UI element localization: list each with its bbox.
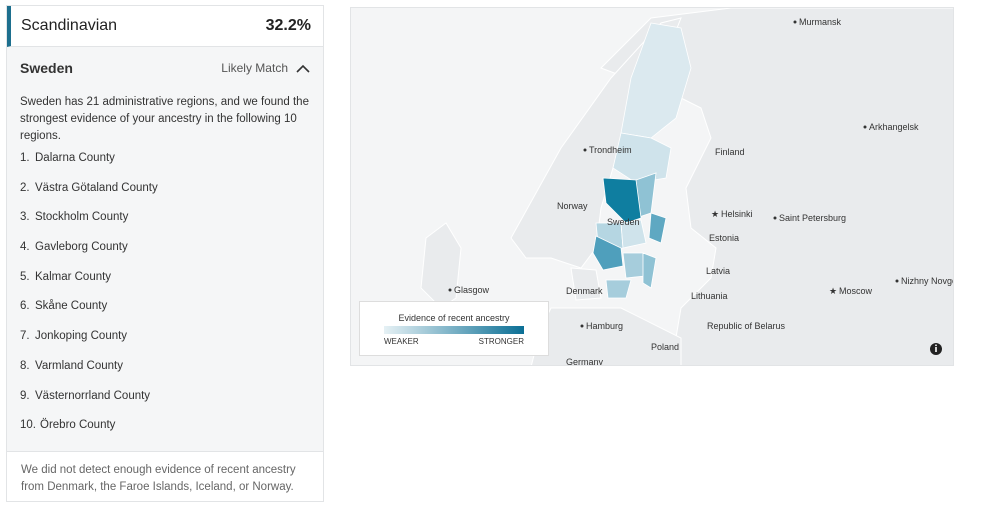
capital-star: ★	[829, 286, 837, 296]
region-item: 1. Dalarna County	[20, 148, 310, 178]
chevron-up[interactable]	[296, 64, 310, 73]
region-name: Örebro County	[40, 419, 116, 432]
vastra-gotaland	[592, 235, 624, 271]
map-labels: Murmansk Arkhangelsk Trondheim Finland Norwa…	[448, 17, 954, 366]
region-name: Jonkoping County	[35, 330, 128, 343]
region-item: 4. Gavleborg County	[20, 237, 310, 267]
stockholm	[648, 212, 667, 244]
note: We did not detect enough evidence of rec…	[21, 464, 296, 493]
region-rank: 3.	[20, 211, 30, 224]
map-label: Hamburg	[586, 321, 623, 331]
city-dot	[583, 148, 587, 152]
legend-title: Evidence of recent ancestry	[398, 313, 510, 323]
orebro	[620, 219, 647, 249]
dalarna	[602, 177, 642, 224]
map: Murmansk Arkhangelsk Trondheim Finland Norwa…	[350, 7, 954, 366]
region-name: Skåne County	[35, 300, 108, 313]
region-rank: 1.	[20, 152, 30, 164]
population-header[interactable]: Scandinavian 32.2%	[7, 6, 323, 47]
region-rank: 9.	[20, 389, 30, 402]
region-name: Dalarna County	[35, 152, 115, 164]
country-row[interactable]: Sweden Likely Match	[20, 47, 310, 89]
map-label: Lithuania	[691, 291, 728, 301]
map-label: Latvia	[706, 266, 730, 276]
population-percent: 32.2%	[265, 17, 311, 34]
map-label: Trondheim	[589, 145, 632, 155]
region-item: 10. Örebro County	[20, 415, 310, 445]
map-label: Glasgow	[454, 285, 490, 295]
region-rank: 7.	[20, 330, 30, 343]
region-name: Västra Götaland County	[35, 181, 158, 194]
map-label: Poland	[651, 342, 679, 352]
region-name: Varmland County	[35, 359, 123, 372]
map-label: Nizhny Novgorod	[901, 276, 954, 286]
map-label: Estonia	[709, 233, 739, 243]
region-name: Stockholm County	[35, 211, 129, 224]
region-name: Västernorrland County	[35, 389, 151, 402]
legend-stronger: STRONGER	[478, 337, 524, 346]
region-rank: 8.	[20, 359, 30, 372]
city-dot	[863, 125, 867, 129]
kalmar	[642, 252, 657, 289]
map-label: Murmansk	[799, 17, 842, 27]
region-rank: 10.	[20, 419, 36, 432]
russia-finland	[600, 8, 953, 365]
uk	[420, 222, 462, 309]
legend-ends: WEAKER STRONGER	[384, 337, 524, 346]
country-name: Sweden	[20, 60, 73, 76]
sweden	[592, 22, 692, 299]
region-name: Kalmar County	[35, 270, 112, 283]
city-dot	[580, 324, 584, 328]
region-name: Gavleborg County	[35, 241, 128, 254]
country-section: Sweden Likely Match Sweden has 21 admini…	[7, 47, 323, 452]
population-name: Scandinavian	[21, 17, 118, 34]
map-label: Arkhangelsk	[869, 122, 919, 132]
city-dot	[773, 216, 777, 220]
match-label: Likely Match	[221, 61, 310, 75]
legend-gradient	[384, 326, 524, 334]
region-rank: 5.	[20, 270, 30, 283]
region-item: 7. Jonkoping County	[20, 326, 310, 356]
map-label: Finland	[715, 147, 745, 157]
region-rank: 6.	[20, 300, 30, 313]
region-rank: 2.	[20, 181, 30, 194]
region-list: 1. Dalarna County 2. Västra Götaland County…	[20, 148, 310, 445]
map-label: Republic of Belarus	[707, 321, 786, 331]
central-europe	[530, 307, 682, 365]
ancestry-panel: Scandinavian 32.2% Sweden Likely Match S…	[6, 5, 324, 502]
region-item: 5. Kalmar County	[20, 267, 310, 297]
region-item: 3. Stockholm County	[20, 207, 310, 237]
city-dot	[793, 20, 797, 24]
denmark	[570, 267, 602, 301]
map-label: Sweden	[607, 217, 640, 227]
legend-weaker: WEAKER	[384, 337, 419, 346]
skane	[605, 279, 632, 299]
region-rank: 4.	[20, 241, 30, 254]
map-canvas: Murmansk Arkhangelsk Trondheim Finland Norwa…	[420, 8, 954, 366]
region-item: 9. Västernorrland County	[20, 386, 310, 416]
match-text: Likely Match	[221, 61, 288, 75]
map-label: Moscow	[839, 286, 873, 296]
jonkoping	[622, 252, 646, 279]
region-item: 2. Västra Götaland County	[20, 178, 310, 208]
description: Sweden has 21 administrative regions, an…	[20, 96, 309, 142]
vasternorrland	[612, 132, 672, 184]
map-label: Helsinki	[721, 209, 753, 219]
city-dot	[895, 279, 899, 283]
capital-star: ★	[711, 209, 719, 219]
map-label: Germany	[566, 357, 604, 366]
map-label: Saint Petersburg	[779, 213, 846, 223]
info-icon[interactable]	[930, 343, 942, 355]
legend: Evidence of recent ancestry WEAKER STRON…	[359, 301, 549, 356]
map-label: Norway	[557, 201, 588, 211]
city-dot	[448, 288, 452, 292]
region-item: 6. Skåne County	[20, 296, 310, 326]
region-item: 8. Varmland County	[20, 356, 310, 386]
map-label: Denmark	[566, 286, 603, 296]
sweden-north	[620, 22, 692, 139]
